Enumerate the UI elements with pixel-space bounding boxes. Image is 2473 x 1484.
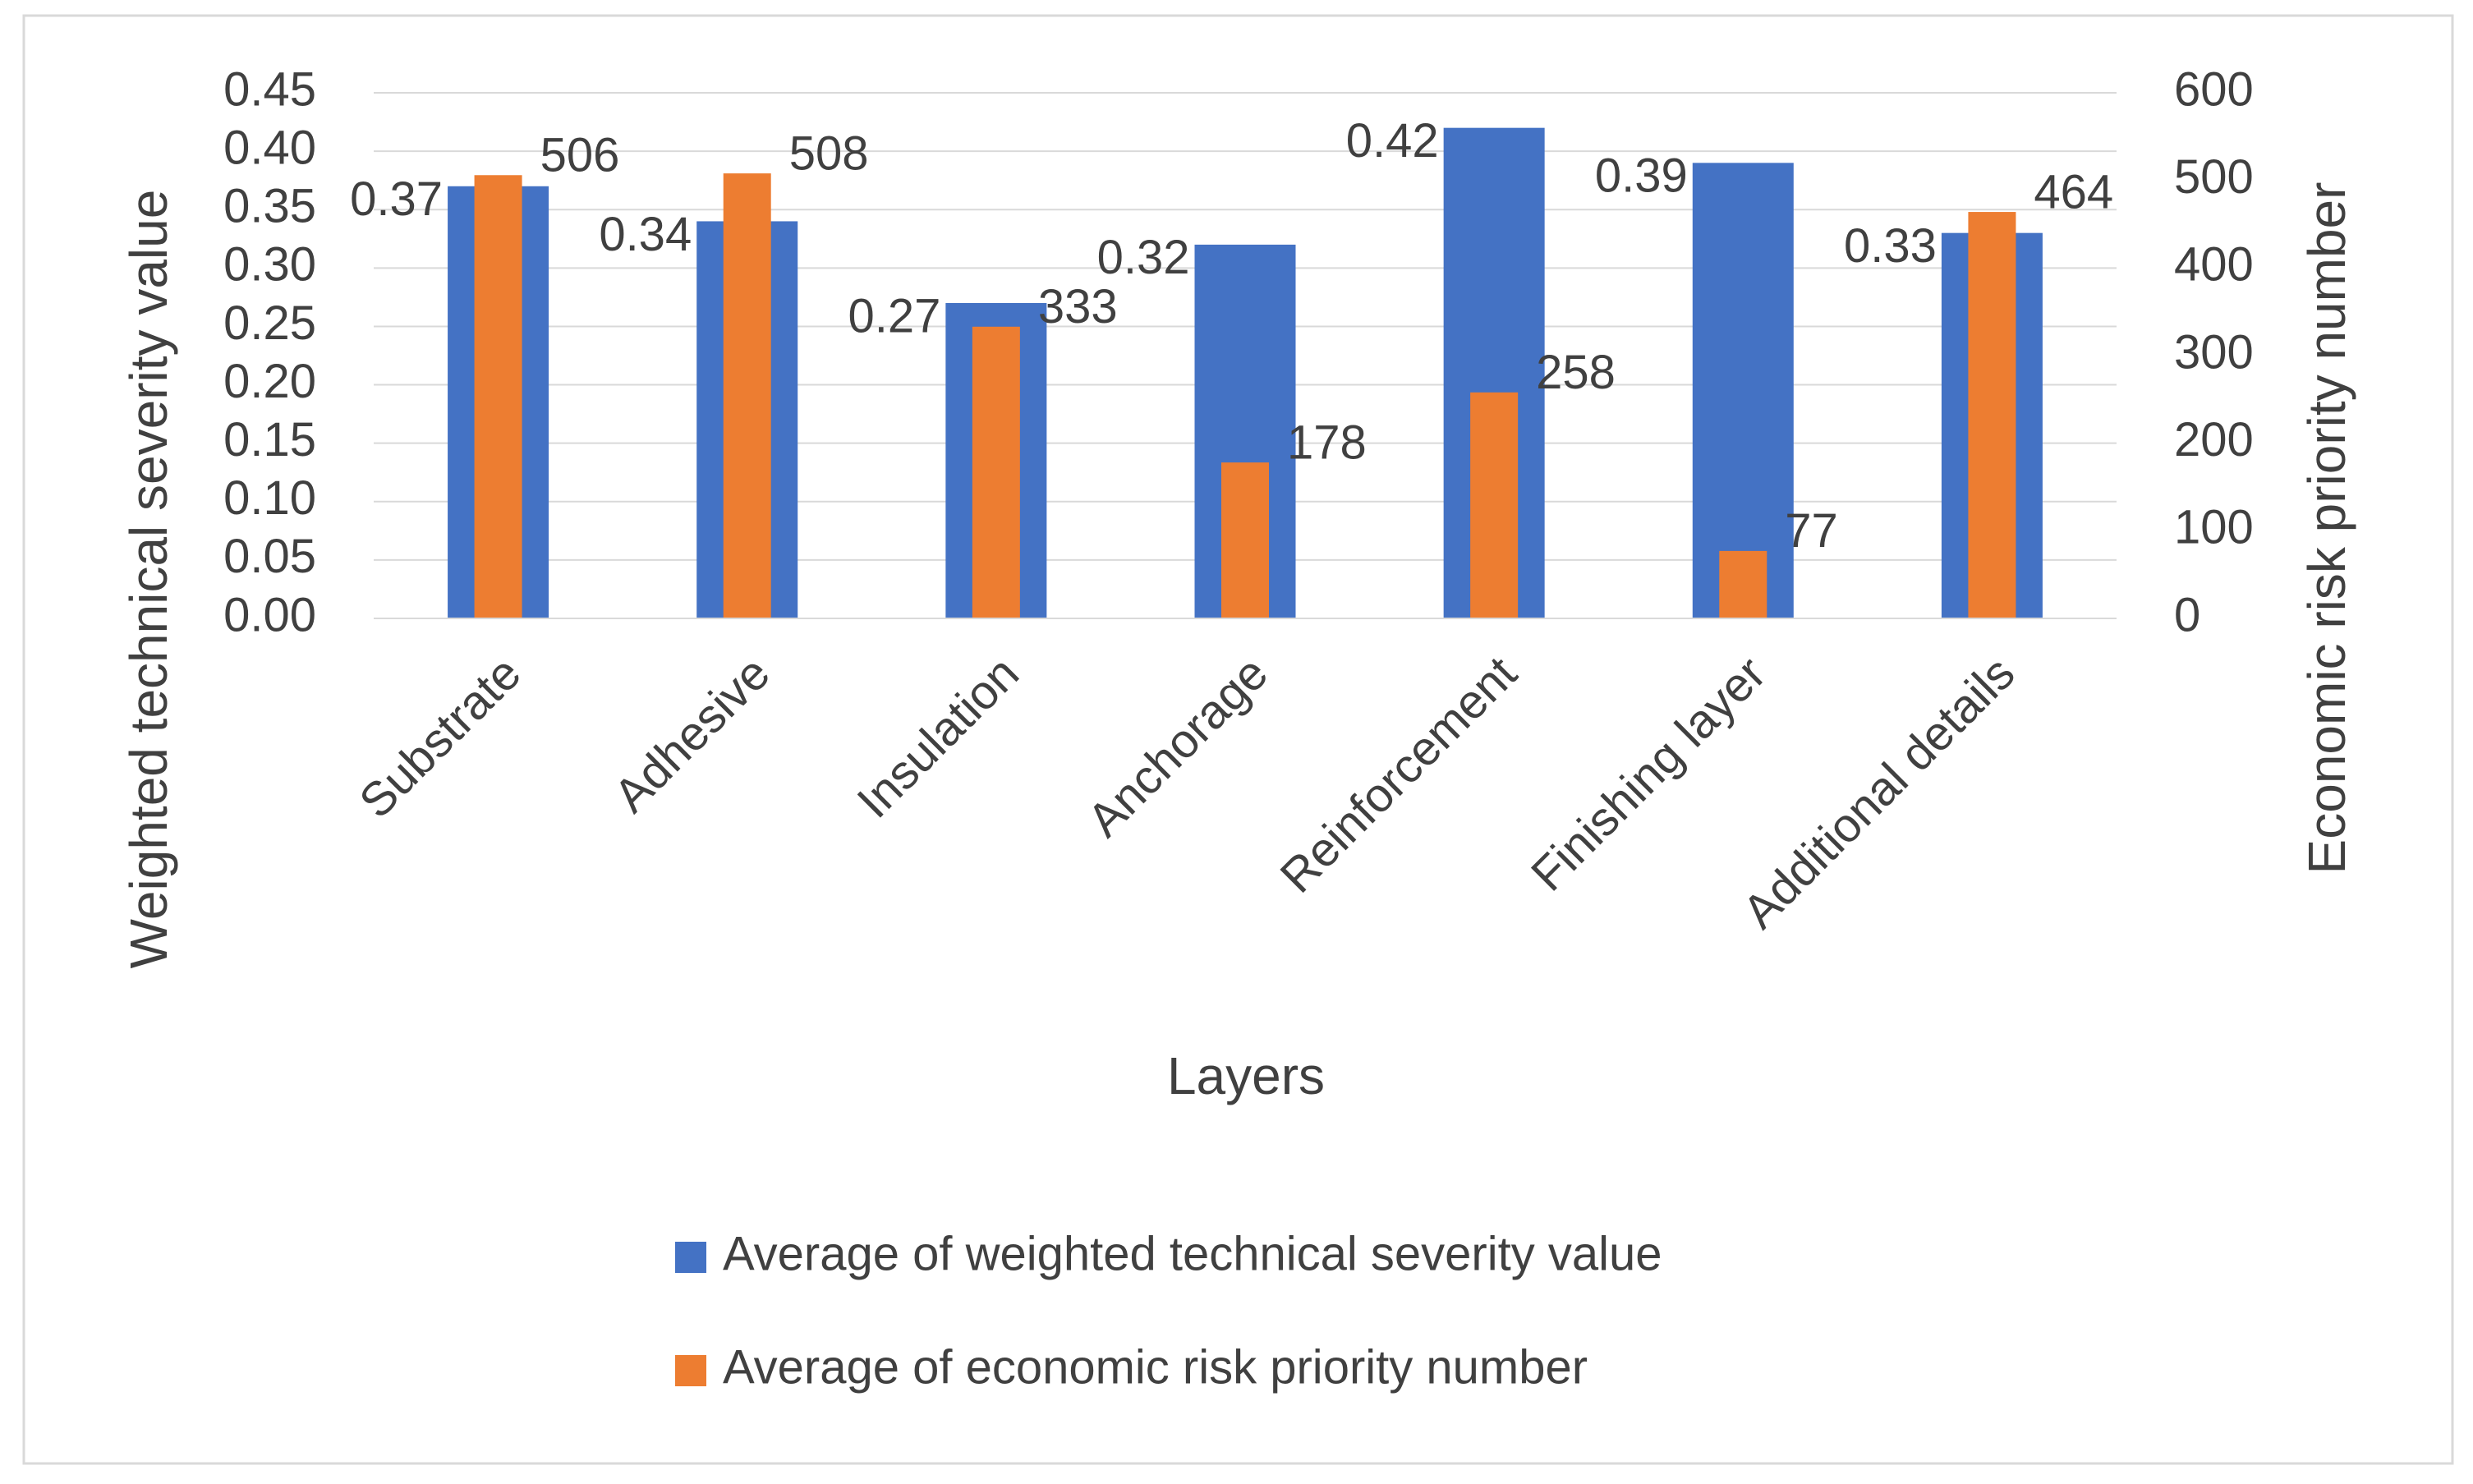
data-label: 464 — [2034, 165, 2113, 218]
data-label: 0.27 — [848, 289, 940, 342]
data-label: 178 — [1287, 416, 1367, 469]
bar — [1221, 462, 1269, 618]
bar — [1719, 550, 1767, 618]
y-tick-label: 0.05 — [223, 530, 316, 583]
y2-tick-label: 100 — [2174, 501, 2254, 554]
y-axis-title: Weighted technical severity value — [119, 190, 178, 969]
y-tick-label: 0.35 — [223, 180, 316, 233]
data-label: 506 — [540, 129, 620, 182]
y-tick-label: 0.25 — [223, 296, 316, 350]
y2-tick-label: 600 — [2174, 62, 2254, 116]
y2-tick-label: 300 — [2174, 325, 2254, 379]
data-label: 0.33 — [1844, 219, 1937, 273]
legend-label: Average of economic risk priority number — [723, 1340, 1588, 1394]
data-label: 0.39 — [1595, 149, 1688, 203]
data-label: 0.37 — [350, 172, 443, 226]
bar — [1692, 163, 1794, 619]
y2-tick-label: 200 — [2174, 413, 2254, 466]
bar — [1968, 212, 2016, 618]
y-tick-label: 0.30 — [223, 238, 316, 292]
y2-tick-label: 0 — [2174, 588, 2200, 641]
y-tick-label: 0.15 — [223, 413, 316, 466]
y-tick-label: 0.00 — [223, 588, 316, 641]
bar — [1470, 392, 1519, 618]
data-label: 508 — [789, 126, 869, 180]
y2-tick-label: 400 — [2174, 238, 2254, 292]
y2-axis-title: Economic risk priority number — [2297, 182, 2356, 875]
legend-swatch — [675, 1355, 706, 1386]
y-tick-label: 0.40 — [223, 121, 316, 174]
y-tick-label: 0.10 — [223, 471, 316, 525]
y2-tick-label: 500 — [2174, 150, 2254, 204]
data-label: 0.42 — [1346, 114, 1439, 168]
data-label: 77 — [1785, 504, 1838, 558]
y-tick-label: 0.45 — [223, 62, 316, 116]
legend-label: Average of weighted technical severity v… — [723, 1227, 1662, 1280]
data-label: 0.34 — [599, 208, 692, 261]
legend-swatch — [675, 1242, 706, 1273]
data-label: 0.32 — [1097, 231, 1190, 284]
bar — [723, 173, 771, 619]
x-axis-title: Layers — [1167, 1046, 1325, 1105]
data-label: 258 — [1536, 346, 1616, 399]
data-label: 333 — [1038, 280, 1118, 333]
bar — [474, 175, 522, 618]
bar — [972, 326, 1020, 618]
y-tick-label: 0.20 — [223, 355, 316, 408]
